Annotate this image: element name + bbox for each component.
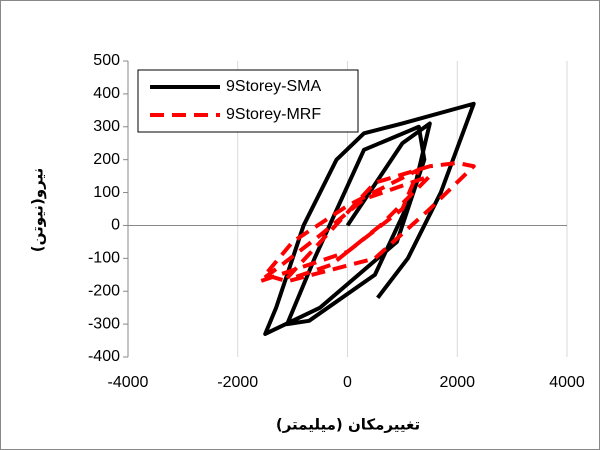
x-axis-label: تغییرمکان (میلیمتر) <box>276 416 420 434</box>
y-tick-label: 0 <box>111 217 120 234</box>
x-tick-label: 2000 <box>439 374 475 391</box>
y-axis-label: نیرو(نیوتن) <box>29 168 47 252</box>
x-tick-label: -2000 <box>217 374 258 391</box>
series-line <box>263 101 476 336</box>
y-tick-label: 500 <box>93 52 120 69</box>
legend-box <box>137 69 359 133</box>
y-tick-label: -400 <box>88 348 120 365</box>
x-tick-label: 0 <box>343 374 352 391</box>
y-tick-label: 300 <box>93 118 120 135</box>
y-tick-label: -300 <box>88 315 120 332</box>
legend-label: 9Storey-MRF <box>226 106 321 123</box>
x-tick-label: 4000 <box>549 374 585 391</box>
legend-label: 9Storey-SMA <box>226 78 321 95</box>
y-tick-label: -100 <box>88 250 120 267</box>
x-tick-label: -4000 <box>108 374 149 391</box>
y-tick-label: 400 <box>93 85 120 102</box>
y-tick-label: 200 <box>93 151 120 168</box>
series-line <box>257 160 476 284</box>
y-tick-label: -200 <box>88 282 120 299</box>
y-tick-label: 100 <box>93 184 120 201</box>
